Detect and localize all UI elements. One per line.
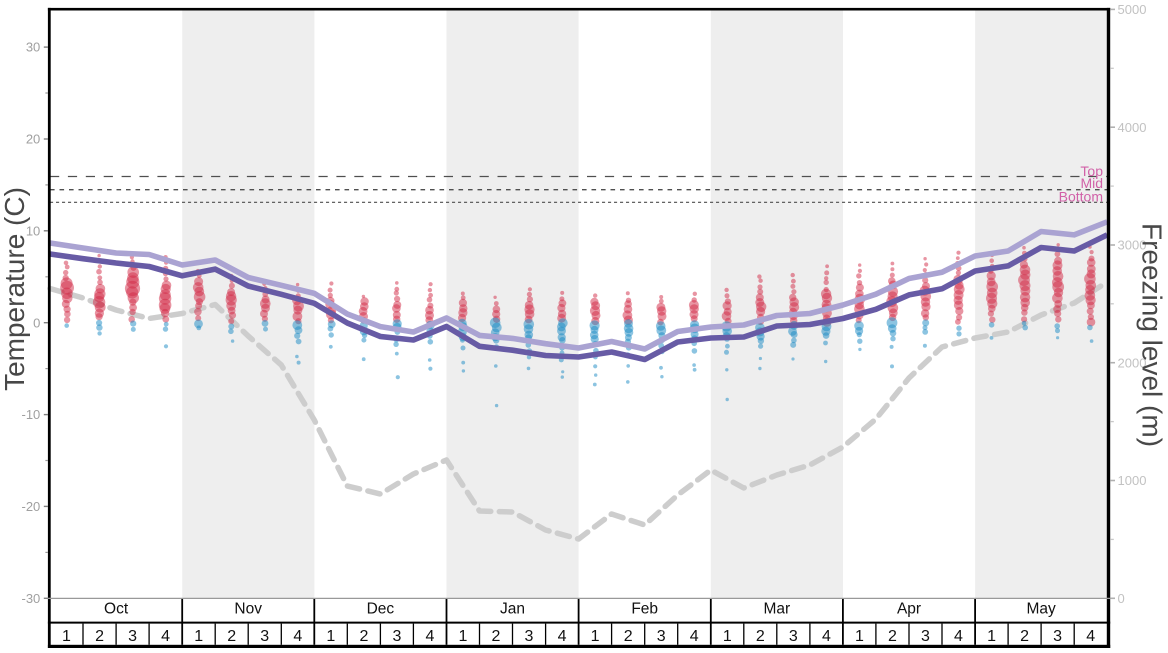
svg-text:2: 2 (95, 628, 104, 645)
svg-text:3: 3 (392, 628, 401, 645)
svg-text:5000: 5000 (1118, 2, 1147, 17)
svg-text:2: 2 (492, 628, 501, 645)
svg-text:Mid: Mid (1080, 175, 1103, 191)
svg-text:1: 1 (62, 628, 71, 645)
svg-text:0: 0 (1118, 591, 1125, 606)
svg-text:4: 4 (293, 628, 302, 645)
svg-text:2000: 2000 (1118, 355, 1147, 370)
svg-text:-10: -10 (22, 407, 41, 422)
svg-text:3: 3 (525, 628, 534, 645)
svg-text:1: 1 (194, 628, 203, 645)
svg-text:Jan: Jan (500, 601, 525, 618)
svg-text:4: 4 (954, 628, 963, 645)
svg-text:3: 3 (260, 628, 269, 645)
svg-text:1: 1 (459, 628, 468, 645)
svg-text:Feb: Feb (631, 601, 658, 618)
svg-text:4: 4 (690, 628, 699, 645)
svg-text:Apr: Apr (897, 601, 921, 618)
svg-text:1: 1 (855, 628, 864, 645)
svg-text:4: 4 (1086, 628, 1095, 645)
svg-text:20: 20 (26, 132, 40, 147)
svg-text:3000: 3000 (1118, 238, 1147, 253)
svg-text:Mar: Mar (763, 601, 790, 618)
svg-text:Freezing level (m): Freezing level (m) (1137, 223, 1168, 447)
svg-text:Top: Top (1080, 163, 1103, 179)
svg-text:4: 4 (558, 628, 567, 645)
svg-text:0: 0 (33, 315, 40, 330)
svg-text:2: 2 (888, 628, 897, 645)
svg-text:3: 3 (789, 628, 798, 645)
svg-text:Bottom: Bottom (1059, 188, 1103, 204)
svg-text:1: 1 (326, 628, 335, 645)
svg-text:3: 3 (1053, 628, 1062, 645)
svg-text:Nov: Nov (234, 601, 262, 618)
svg-text:Oct: Oct (104, 601, 129, 618)
svg-text:1: 1 (723, 628, 732, 645)
svg-text:4000: 4000 (1118, 120, 1147, 135)
svg-text:2: 2 (359, 628, 368, 645)
svg-text:1000: 1000 (1118, 473, 1147, 488)
svg-text:2: 2 (756, 628, 765, 645)
svg-text:4: 4 (822, 628, 831, 645)
svg-text:30: 30 (26, 40, 40, 55)
svg-text:1: 1 (987, 628, 996, 645)
svg-text:4: 4 (161, 628, 170, 645)
svg-text:2: 2 (1020, 628, 1029, 645)
svg-text:Dec: Dec (367, 601, 395, 618)
svg-text:-30: -30 (22, 591, 41, 606)
svg-text:2: 2 (227, 628, 236, 645)
svg-text:3: 3 (657, 628, 666, 645)
svg-text:3: 3 (921, 628, 930, 645)
svg-text:4: 4 (425, 628, 434, 645)
svg-text:3: 3 (128, 628, 137, 645)
svg-text:10: 10 (26, 223, 40, 238)
svg-text:1: 1 (591, 628, 600, 645)
svg-text:2: 2 (624, 628, 633, 645)
svg-text:May: May (1026, 601, 1056, 618)
svg-text:Temperature (C): Temperature (C) (0, 187, 30, 391)
svg-text:-20: -20 (22, 499, 41, 514)
